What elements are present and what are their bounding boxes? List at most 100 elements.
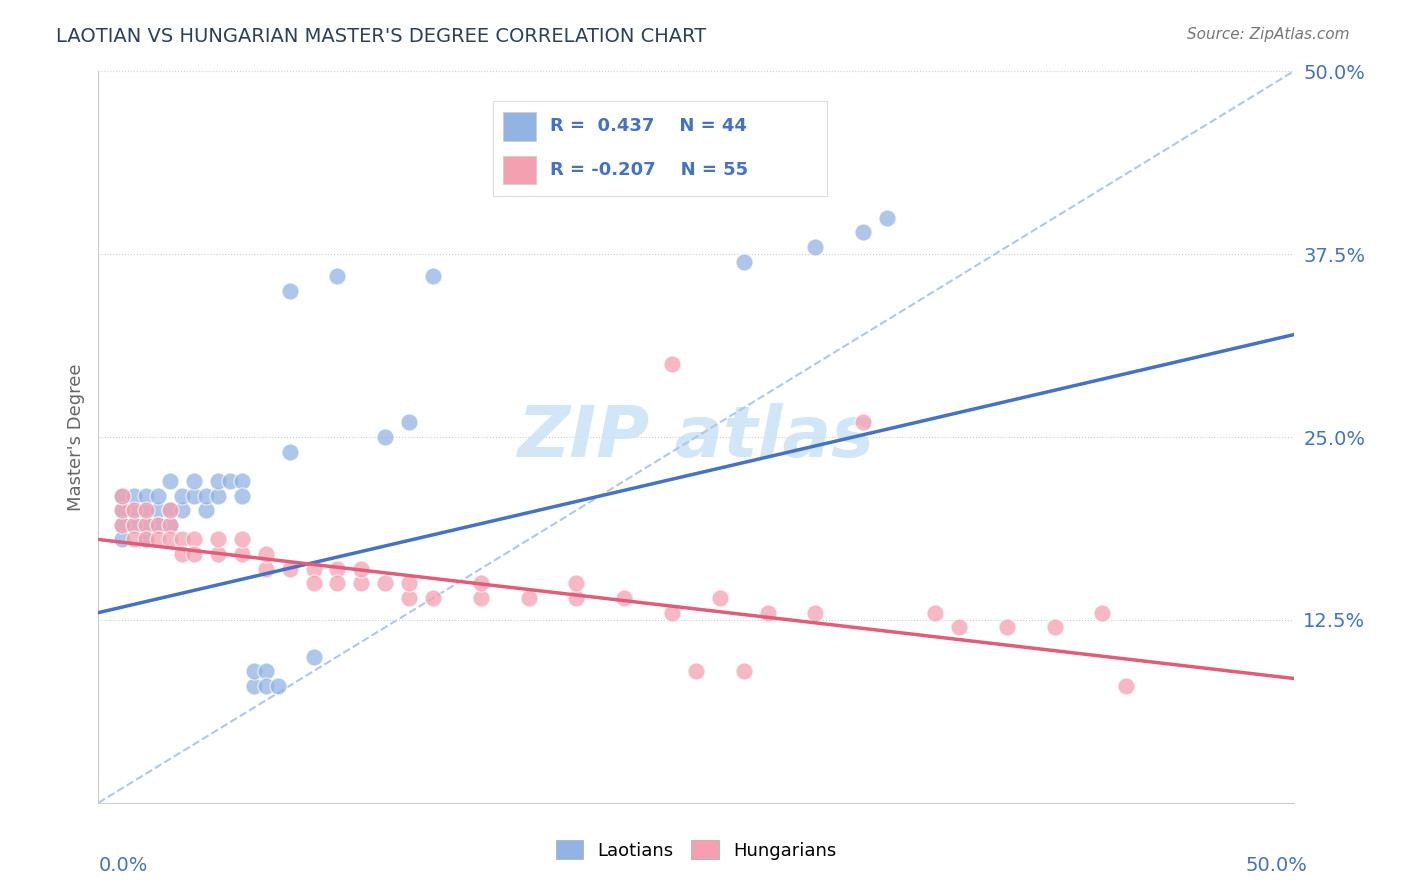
Point — [267, 679, 290, 693]
Point — [207, 533, 229, 547]
Point — [422, 591, 444, 605]
Point — [756, 606, 779, 620]
Point — [254, 664, 277, 678]
Point — [135, 517, 157, 532]
Point — [111, 517, 134, 532]
Point — [124, 517, 146, 532]
Point — [207, 547, 229, 561]
Point — [470, 576, 492, 591]
Point — [804, 240, 827, 254]
Point — [852, 416, 875, 430]
Point — [159, 517, 181, 532]
Point — [517, 591, 540, 605]
Point — [135, 503, 157, 517]
Point — [350, 562, 373, 576]
Point — [207, 474, 229, 488]
Point — [422, 269, 444, 284]
Point — [111, 489, 134, 503]
Point — [124, 489, 146, 503]
Legend: Laotians, Hungarians: Laotians, Hungarians — [548, 833, 844, 867]
Point — [124, 517, 146, 532]
Point — [159, 533, 181, 547]
Text: Source: ZipAtlas.com: Source: ZipAtlas.com — [1187, 27, 1350, 42]
Point — [231, 489, 253, 503]
Point — [709, 591, 731, 605]
Point — [124, 503, 146, 517]
Point — [207, 489, 229, 503]
Point — [398, 576, 420, 591]
Y-axis label: Master's Degree: Master's Degree — [66, 363, 84, 511]
Point — [1091, 606, 1114, 620]
Point — [183, 533, 205, 547]
Point — [183, 474, 205, 488]
Point — [195, 489, 218, 503]
Point — [350, 576, 373, 591]
Point — [254, 679, 277, 693]
Text: 0.0%: 0.0% — [98, 856, 148, 875]
Text: 50.0%: 50.0% — [1246, 856, 1308, 875]
Point — [172, 489, 194, 503]
Point — [172, 547, 194, 561]
Point — [148, 489, 170, 503]
Point — [374, 430, 396, 444]
Point — [876, 211, 898, 225]
Point — [135, 517, 157, 532]
Point — [159, 517, 181, 532]
Point — [195, 503, 218, 517]
Point — [326, 269, 349, 284]
Point — [613, 591, 636, 605]
Point — [326, 576, 349, 591]
Point — [254, 547, 277, 561]
Point — [398, 591, 420, 605]
Point — [948, 620, 970, 634]
Point — [111, 503, 134, 517]
Point — [733, 254, 755, 268]
Point — [565, 591, 588, 605]
Point — [243, 679, 266, 693]
Point — [661, 606, 683, 620]
Point — [565, 576, 588, 591]
Point — [852, 225, 875, 239]
Point — [219, 474, 242, 488]
Point — [172, 533, 194, 547]
Point — [148, 517, 170, 532]
Point — [159, 503, 181, 517]
Point — [1115, 679, 1137, 693]
Point — [243, 664, 266, 678]
Point — [231, 547, 253, 561]
Point — [111, 533, 134, 547]
Point — [231, 533, 253, 547]
Point — [278, 444, 301, 458]
Point — [302, 649, 325, 664]
Point — [135, 503, 157, 517]
Point — [278, 284, 301, 298]
Point — [326, 562, 349, 576]
Point — [302, 576, 325, 591]
Text: LAOTIAN VS HUNGARIAN MASTER'S DEGREE CORRELATION CHART: LAOTIAN VS HUNGARIAN MASTER'S DEGREE COR… — [56, 27, 706, 45]
Point — [111, 503, 134, 517]
Point — [172, 503, 194, 517]
Point — [1043, 620, 1066, 634]
Point — [148, 503, 170, 517]
Point — [111, 489, 134, 503]
Point — [278, 562, 301, 576]
Point — [135, 533, 157, 547]
Point — [159, 503, 181, 517]
Point — [231, 474, 253, 488]
Point — [148, 517, 170, 532]
Point — [804, 606, 827, 620]
Point — [995, 620, 1018, 634]
Point — [302, 562, 325, 576]
Point — [685, 664, 707, 678]
Point — [148, 533, 170, 547]
Point — [470, 591, 492, 605]
Point — [124, 533, 146, 547]
Text: ZIP atlas: ZIP atlas — [517, 402, 875, 472]
Point — [254, 562, 277, 576]
Point — [661, 357, 683, 371]
Point — [159, 474, 181, 488]
Point — [135, 533, 157, 547]
Point — [183, 489, 205, 503]
Point — [374, 576, 396, 591]
Point — [613, 181, 636, 195]
